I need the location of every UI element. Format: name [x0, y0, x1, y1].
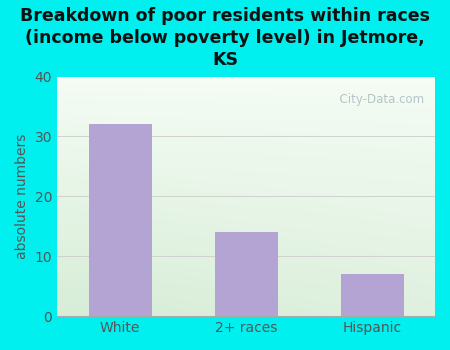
Text: Breakdown of poor residents within races
(income below poverty level) in Jetmore: Breakdown of poor residents within races… [20, 7, 430, 69]
Bar [341, 274, 404, 316]
Text: City-Data.com: City-Data.com [332, 93, 423, 106]
Bar [215, 232, 278, 316]
Y-axis label: absolute numbers: absolute numbers [15, 134, 29, 259]
Bar [89, 125, 152, 316]
